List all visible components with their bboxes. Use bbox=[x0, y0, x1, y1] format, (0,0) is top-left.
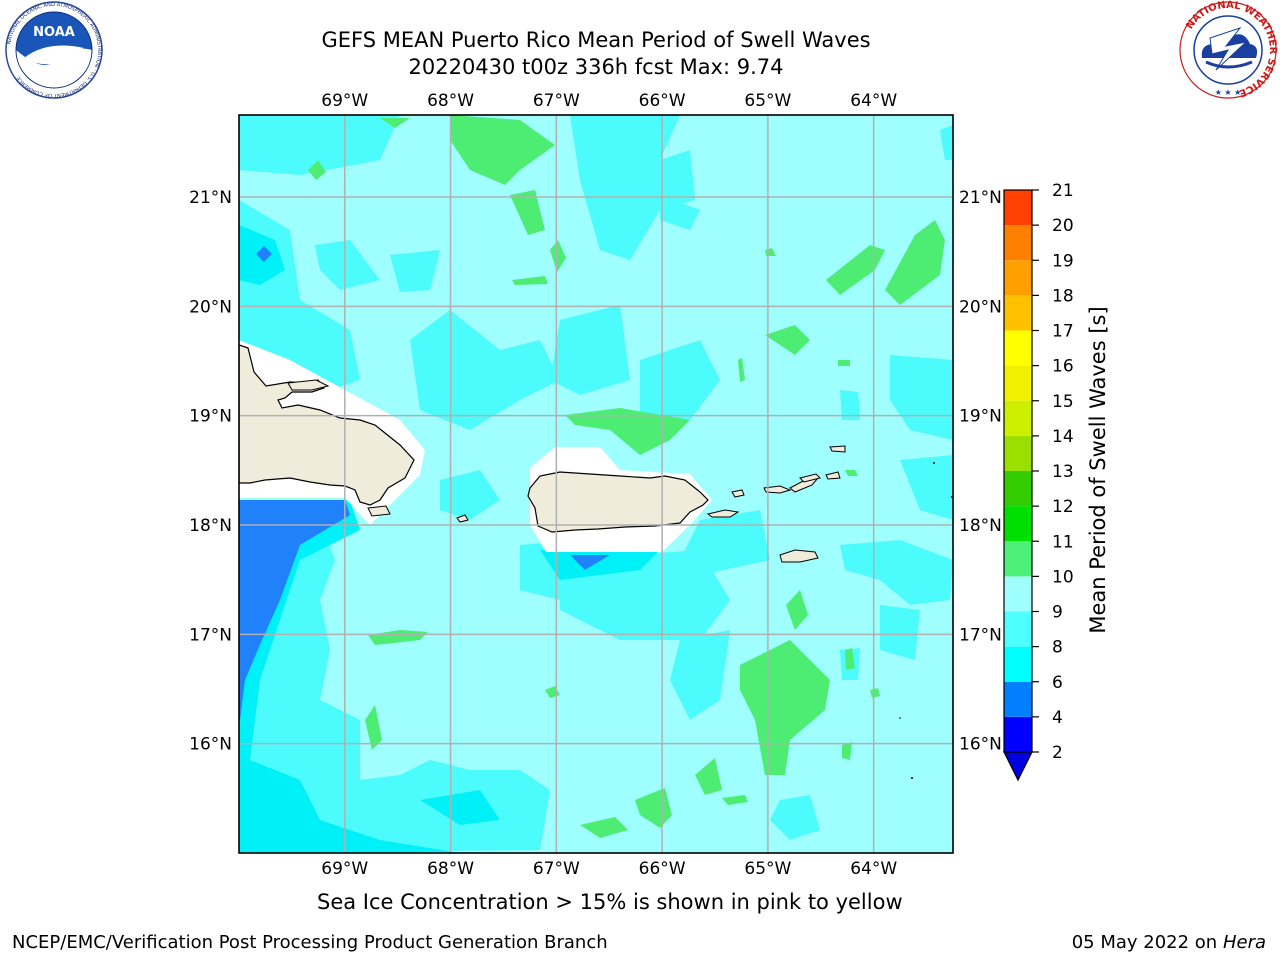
small-islands bbox=[456, 445, 846, 563]
lon-tick-label-top: 67°W bbox=[533, 91, 580, 111]
lon-tick-label-bottom: 66°W bbox=[639, 859, 686, 879]
lat-tick-label-right: 21°N bbox=[959, 188, 1002, 208]
colorbar-segment bbox=[1004, 365, 1032, 401]
colorbar-segment bbox=[1004, 260, 1032, 296]
gridlines bbox=[239, 115, 953, 853]
lon-tick-label-top: 64°W bbox=[850, 91, 897, 111]
colorbar-segment bbox=[1004, 190, 1032, 226]
map-frame bbox=[238, 114, 954, 854]
map-subtitle: 20220430 t00z 336h fcst Max: 9.74 bbox=[408, 55, 784, 79]
noaa-logo-icon: NOAA NATIONAL OCEANIC AND ATMOSPHERIC AD… bbox=[5, 1, 103, 99]
colorbar: 2 4 6 8 9 10 11 12 13 14 15 16 17 18 19 20 21 bbox=[1003, 181, 1074, 782]
colorbar-segment bbox=[1004, 225, 1032, 261]
colorbar-label: Mean Period of Swell Waves [s] bbox=[1086, 306, 1110, 633]
lat-tick-label-left: 19°N bbox=[189, 407, 232, 427]
colorbar-segment bbox=[1004, 295, 1032, 331]
footer-date-text: 05 May 2022 on bbox=[1071, 932, 1218, 953]
colorbar-segment bbox=[1004, 611, 1032, 647]
field-9-10 bbox=[308, 115, 945, 838]
colorbar-tick-label: 13 bbox=[1052, 462, 1074, 482]
puerto-rico-land bbox=[527, 471, 709, 533]
colorbar-segment bbox=[1004, 506, 1032, 542]
lon-tick-label-bottom: 67°W bbox=[533, 859, 580, 879]
lon-tick-label-bottom: 65°W bbox=[744, 859, 791, 879]
sea-ice-note: Sea Ice Concentration > 15% is shown in … bbox=[317, 890, 903, 914]
colorbar-tick-label: 19 bbox=[1052, 251, 1074, 271]
colorbar-segment bbox=[1004, 716, 1032, 752]
colorbar-tick-label: 18 bbox=[1052, 286, 1074, 306]
colorbar-tick-label: 6 bbox=[1052, 673, 1063, 693]
footer-date: 05 May 2022 on Hera bbox=[1072, 932, 1266, 953]
lon-tick-label-bottom: 69°W bbox=[321, 859, 368, 879]
hispaniola-islet bbox=[367, 505, 391, 517]
lat-tick-label-left: 16°N bbox=[189, 735, 232, 755]
colorbar-segment bbox=[1004, 435, 1032, 471]
colorbar-tick-label: 8 bbox=[1052, 638, 1063, 658]
lon-tick-label-bottom: 64°W bbox=[850, 859, 897, 879]
lon-tick-label-top: 69°W bbox=[321, 91, 368, 111]
footer-machine: Hera bbox=[1222, 932, 1266, 953]
nws-logo-icon: NATIONAL WEATHER SERVICE ★ ★ ★ bbox=[1179, 0, 1278, 99]
colorbar-tick-label: 10 bbox=[1052, 567, 1074, 587]
colorbar-segment bbox=[1004, 541, 1032, 577]
lon-tick-label-top: 66°W bbox=[639, 91, 686, 111]
lat-tick-label-right: 19°N bbox=[959, 407, 1002, 427]
noaa-logo-text: NOAA bbox=[33, 25, 75, 40]
colorbar-segment bbox=[1004, 681, 1032, 717]
colorbar-tick-label: 15 bbox=[1052, 392, 1074, 412]
lat-tick-label-right: 20°N bbox=[959, 297, 1002, 317]
colorbar-segment bbox=[1004, 400, 1032, 436]
lat-tick-label-left: 18°N bbox=[189, 516, 232, 536]
swell-period-field bbox=[239, 115, 953, 853]
footer-credit: NCEP/EMC/Verification Post Processing Pr… bbox=[12, 932, 608, 953]
colorbar-segment bbox=[1004, 330, 1032, 366]
tortuga-island bbox=[287, 379, 330, 391]
lat-tick-label-right: 17°N bbox=[959, 625, 1002, 645]
colorbar-tick-label: 16 bbox=[1052, 357, 1074, 377]
lon-tick-label-top: 68°W bbox=[427, 91, 474, 111]
lat-tick-label-left: 21°N bbox=[189, 188, 232, 208]
colorbar-tick-label: 12 bbox=[1052, 497, 1074, 517]
field-2-4 bbox=[239, 246, 610, 720]
lat-tick-label-right: 16°N bbox=[959, 735, 1002, 755]
colorbar-under-triangle bbox=[1003, 751, 1033, 782]
colorbar-tick-label: 21 bbox=[1052, 181, 1074, 201]
colorbar-tick-label: 14 bbox=[1052, 427, 1074, 447]
lat-tick-label-left: 17°N bbox=[189, 625, 232, 645]
lon-tick-label-top: 65°W bbox=[744, 91, 791, 111]
colorbar-tick-label: 17 bbox=[1052, 322, 1074, 342]
colorbar-tick-label: 11 bbox=[1052, 532, 1074, 552]
lat-tick-label-right: 18°N bbox=[959, 516, 1002, 536]
map-title: GEFS MEAN Puerto Rico Mean Period of Swe… bbox=[321, 28, 871, 52]
colorbar-segment bbox=[1004, 646, 1032, 682]
svg-text:★ ★ ★: ★ ★ ★ bbox=[1215, 88, 1242, 97]
colorbar-segment bbox=[1004, 471, 1032, 507]
lon-tick-label-bottom: 68°W bbox=[427, 859, 474, 879]
lat-tick-label-left: 20°N bbox=[189, 297, 232, 317]
colorbar-tick-label: 20 bbox=[1052, 216, 1074, 236]
tick-labels: 69°W 69°W 68°W 68°W 67°W 67°W 66°W 66°W 65°W 65°W… bbox=[189, 91, 1002, 879]
colorbar-tick-label: 9 bbox=[1052, 603, 1063, 623]
colorbar-tick-label: 4 bbox=[1052, 708, 1063, 728]
colorbar-tick-label: 2 bbox=[1052, 743, 1063, 763]
colorbar-segment bbox=[1004, 576, 1032, 612]
